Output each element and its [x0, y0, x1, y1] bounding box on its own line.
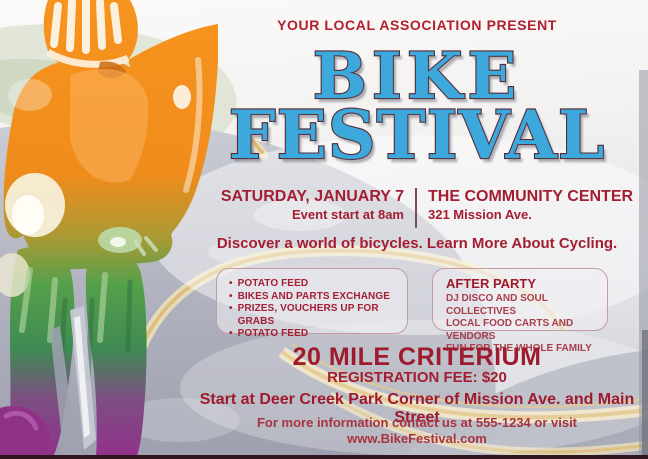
- event-date: SATURDAY, JANUARY 7: [220, 188, 404, 205]
- feature-item: • POTATO FEED: [229, 328, 399, 341]
- cyclist-illustration: [0, 0, 218, 459]
- after-party-box: AFTER PARTY DJ DISCO AND SOUL COLLECTIVE…: [432, 268, 608, 354]
- feature-item-label: PRIZES, VOUCHERS UP FOR GRABS: [237, 303, 379, 327]
- features-box: • POTATO FEED • BIKES AND PARTS EXCHANGE…: [216, 268, 408, 339]
- presenter-line: YOUR LOCAL ASSOCIATION PRESENT: [277, 17, 557, 33]
- after-party-line: LOCAL FOOD CARTS AND VENDORS: [446, 318, 574, 342]
- contact-line: For more information contact us at 555-1…: [256, 415, 578, 430]
- date-column: SATURDAY, JANUARY 7 Event start at 8am: [186, 188, 415, 223]
- bullet-icon: •: [229, 328, 233, 339]
- title-line-bike: BIKE: [312, 39, 522, 114]
- title-line-festival: FESTIVAL: [228, 96, 606, 174]
- event-name: 20 MILE CRITERIUM: [292, 343, 542, 371]
- features-list: • POTATO FEED • BIKES AND PARTS EXCHANGE…: [229, 278, 399, 341]
- website-url: www.BikeFestival.com: [347, 431, 487, 446]
- feature-item: • BIKES AND PARTS EXCHANGE: [229, 291, 399, 304]
- feature-item-label: POTATO FEED: [237, 278, 309, 289]
- after-party-line: FUN FOR THE WHOLE FAMILY: [446, 343, 592, 354]
- location-line: Start at Deer Creek Park Corner of Missi…: [199, 391, 635, 426]
- bullet-icon: •: [229, 303, 233, 314]
- event-info-row: SATURDAY, JANUARY 7 Event start at 8am T…: [186, 188, 648, 228]
- venue-address: 321 Mission Ave.: [428, 207, 532, 222]
- bullet-icon: •: [229, 290, 233, 302]
- feature-item-label: POTATO FEED: [237, 328, 309, 339]
- bottom-border: [0, 455, 648, 459]
- feature-item-label: BIKES AND PARTS EXCHANGE: [237, 290, 391, 302]
- after-party-line: DJ DISCO AND SOUL COLLECTIVES: [446, 293, 548, 317]
- venue-column: THE COMMUNITY CENTER 321 Mission Ave.: [417, 188, 633, 223]
- flyer-content: YOUR LOCAL ASSOCIATION PRESENT BIKE FEST…: [186, 0, 648, 459]
- venue-name: THE COMMUNITY CENTER: [428, 188, 634, 205]
- after-party-title: AFTER PARTY: [446, 276, 537, 291]
- event-time: Event start at 8am: [292, 207, 404, 222]
- feature-item: • PRIZES, VOUCHERS UP FOR GRABS: [229, 303, 399, 328]
- feature-item: • POTATO FEED: [229, 278, 399, 291]
- info-divider: [415, 188, 417, 228]
- tagline: Discover a world of bicycles. Learn More…: [216, 235, 618, 252]
- registration-fee: REGISTRATION FEE: $20: [327, 369, 507, 386]
- bullet-icon: •: [229, 278, 233, 289]
